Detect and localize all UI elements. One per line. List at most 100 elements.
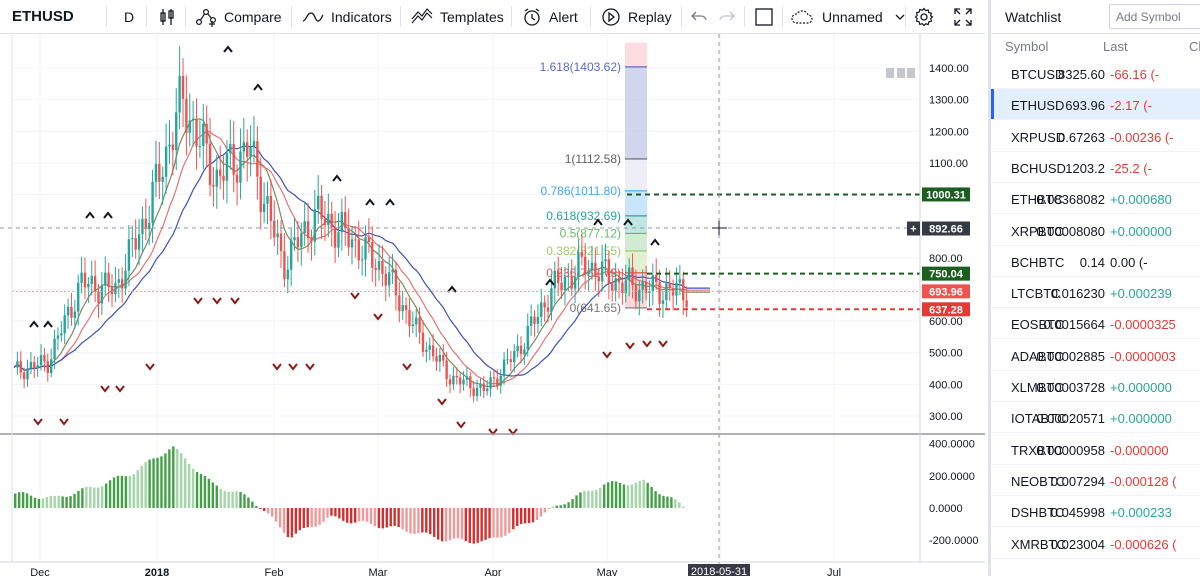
osc-bar — [223, 491, 226, 508]
price-chart[interactable]: 1.618(1403.62) 1(1112.58) 0.786(1011.80) 0.… — [0, 34, 985, 576]
osc-bar — [606, 482, 610, 508]
alert-button[interactable]: Alert — [522, 0, 578, 33]
pane-buttons[interactable] — [886, 68, 915, 78]
candle-body — [63, 315, 66, 334]
watchlist-last: 8325.60 — [1058, 67, 1105, 82]
settings-button[interactable] — [914, 0, 934, 33]
osc-bar — [646, 482, 649, 508]
candle-body — [678, 279, 682, 283]
candle-body — [124, 270, 127, 289]
osc-tick-label: 0.0000 — [929, 503, 963, 515]
candle-body — [631, 267, 634, 285]
watchlist-symbol: BCHBTC — [1011, 254, 1065, 270]
watchlist-row[interactable]: ETHBTC 0.08368082 +0.000680 — [991, 183, 1200, 215]
watchlist-change: -2.17 (- — [1110, 98, 1152, 114]
watchlist-row[interactable]: LTCBTC 0.016230 +0.000239 — [991, 277, 1200, 309]
candle-body — [398, 295, 401, 312]
candle-body — [225, 153, 229, 181]
candle-body — [371, 242, 374, 268]
sell-marker — [115, 385, 125, 393]
watchlist-row[interactable]: ADABTC 0.00002885 -0.0000003 — [991, 340, 1200, 371]
osc-bar — [314, 508, 317, 527]
sell-marker — [373, 313, 383, 321]
indicators-icon — [302, 10, 324, 24]
undo-icon — [690, 9, 708, 25]
candle-body — [222, 175, 225, 181]
candle-body — [232, 144, 235, 175]
candle-body — [627, 267, 631, 281]
candle-body — [391, 269, 394, 273]
layout-name-button[interactable]: Unnamed — [790, 0, 905, 33]
watchlist-row[interactable]: XRPBTC 0.00008080 +0.000000 — [991, 215, 1200, 246]
candle-body — [310, 238, 313, 242]
chart-type-button[interactable] — [158, 0, 176, 33]
watchlist-change: +0.000000 — [1110, 411, 1172, 427]
watchlist-row[interactable]: ETHUSD 693.96 -2.17 (- — [991, 89, 1200, 121]
sell-marker — [625, 342, 635, 350]
osc-bar — [227, 491, 230, 508]
crosshair-cursor — [712, 221, 727, 235]
watchlist-row[interactable]: EOSBTC 0.0015664 -0.0000325 — [991, 308, 1200, 340]
fullscreen-button[interactable] — [954, 0, 972, 33]
candle-body — [556, 270, 560, 283]
candle-body — [516, 345, 519, 352]
watchlist-header: Watchlist Add Symbol — [991, 0, 1200, 34]
watchlist-row[interactable]: BTCUSD 8325.60 -66.16 (- — [991, 58, 1200, 89]
candle-body — [266, 195, 269, 204]
osc-bar — [527, 508, 531, 524]
watchlist-row[interactable]: XLMBTC 0.00003728 +0.000000 — [991, 371, 1200, 402]
undo-button[interactable] — [690, 0, 708, 33]
templates-label: Templates — [440, 8, 504, 25]
templates-button[interactable]: Templates — [411, 0, 504, 33]
col-change[interactable]: Ch — [1189, 39, 1200, 54]
watchlist-last: 0.016230 — [1050, 286, 1105, 302]
col-last[interactable]: Last — [1103, 39, 1128, 54]
interval-button[interactable]: D — [124, 0, 134, 33]
add-alert-plus-button[interactable]: + — [907, 221, 920, 236]
candle-body — [330, 213, 333, 228]
compare-button[interactable]: Compare — [195, 0, 282, 33]
watchlist-symbol: NEOBTC — [1011, 473, 1066, 489]
redo-button[interactable] — [718, 0, 736, 33]
candle-body — [617, 278, 621, 283]
chart-area[interactable]: 1.618(1403.62) 1(1112.58) 0.786(1011.80) 0.… — [0, 34, 985, 576]
osc-bar — [73, 493, 76, 508]
watchlist-row[interactable]: TRXBTC 0.00000958 -0.000000 — [991, 434, 1200, 465]
candle-body — [60, 333, 63, 336]
watchlist-row[interactable]: NEOBTC 0.007294 -0.000128 ( — [991, 465, 1200, 496]
watchlist-row[interactable]: DSHBTC 0.045998 +0.000233 — [991, 496, 1200, 528]
add-symbol-input[interactable]: Add Symbol — [1109, 4, 1200, 29]
symbol-search-button[interactable]: ETHUSD — [12, 0, 74, 33]
candle-body — [49, 359, 53, 374]
sell-marker — [288, 363, 298, 371]
col-symbol[interactable]: Symbol — [1005, 39, 1049, 54]
osc-bar — [413, 508, 416, 534]
osc-tick-label: 400.0000 — [929, 439, 975, 451]
svg-text:637.28: 637.28 — [929, 304, 963, 316]
candle-body — [597, 277, 600, 282]
watchlist-row[interactable]: XRPUSD 0.67263 -0.00236 (- — [991, 121, 1200, 152]
candle-body — [83, 272, 87, 288]
watchlist-row[interactable]: BCHBTC 0.14 0.00 (- — [991, 246, 1200, 277]
watchlist-row[interactable]: IOTABTC 0.00020571 +0.000000 — [991, 402, 1200, 434]
osc-bar — [401, 508, 404, 530]
osc-bar — [77, 490, 80, 508]
watchlist-row[interactable]: BCHUSD 1203.2 -25.2 (- — [991, 152, 1200, 183]
candle-body — [171, 144, 175, 151]
candle-body — [418, 317, 421, 333]
osc-bar — [100, 486, 104, 508]
watchlist-panel: Watchlist Add Symbol Symbol Last Ch BTCU… — [988, 0, 1200, 576]
osc-bar — [211, 482, 215, 508]
sell-marker — [230, 297, 240, 305]
watchlist-row[interactable]: XMRBTC 0.023004 -0.000626 ( — [991, 528, 1200, 559]
redo-icon — [718, 9, 736, 25]
osc-bar — [45, 497, 49, 508]
candle-body — [26, 368, 29, 380]
candle-body — [289, 240, 293, 270]
replay-button[interactable]: Replay — [601, 0, 672, 33]
osc-bar — [448, 508, 452, 541]
indicators-button[interactable]: Indicators — [302, 0, 392, 33]
osc-bar — [338, 508, 341, 519]
sell-marker — [350, 292, 360, 300]
fullscreen-toggle-button[interactable] — [754, 0, 774, 33]
